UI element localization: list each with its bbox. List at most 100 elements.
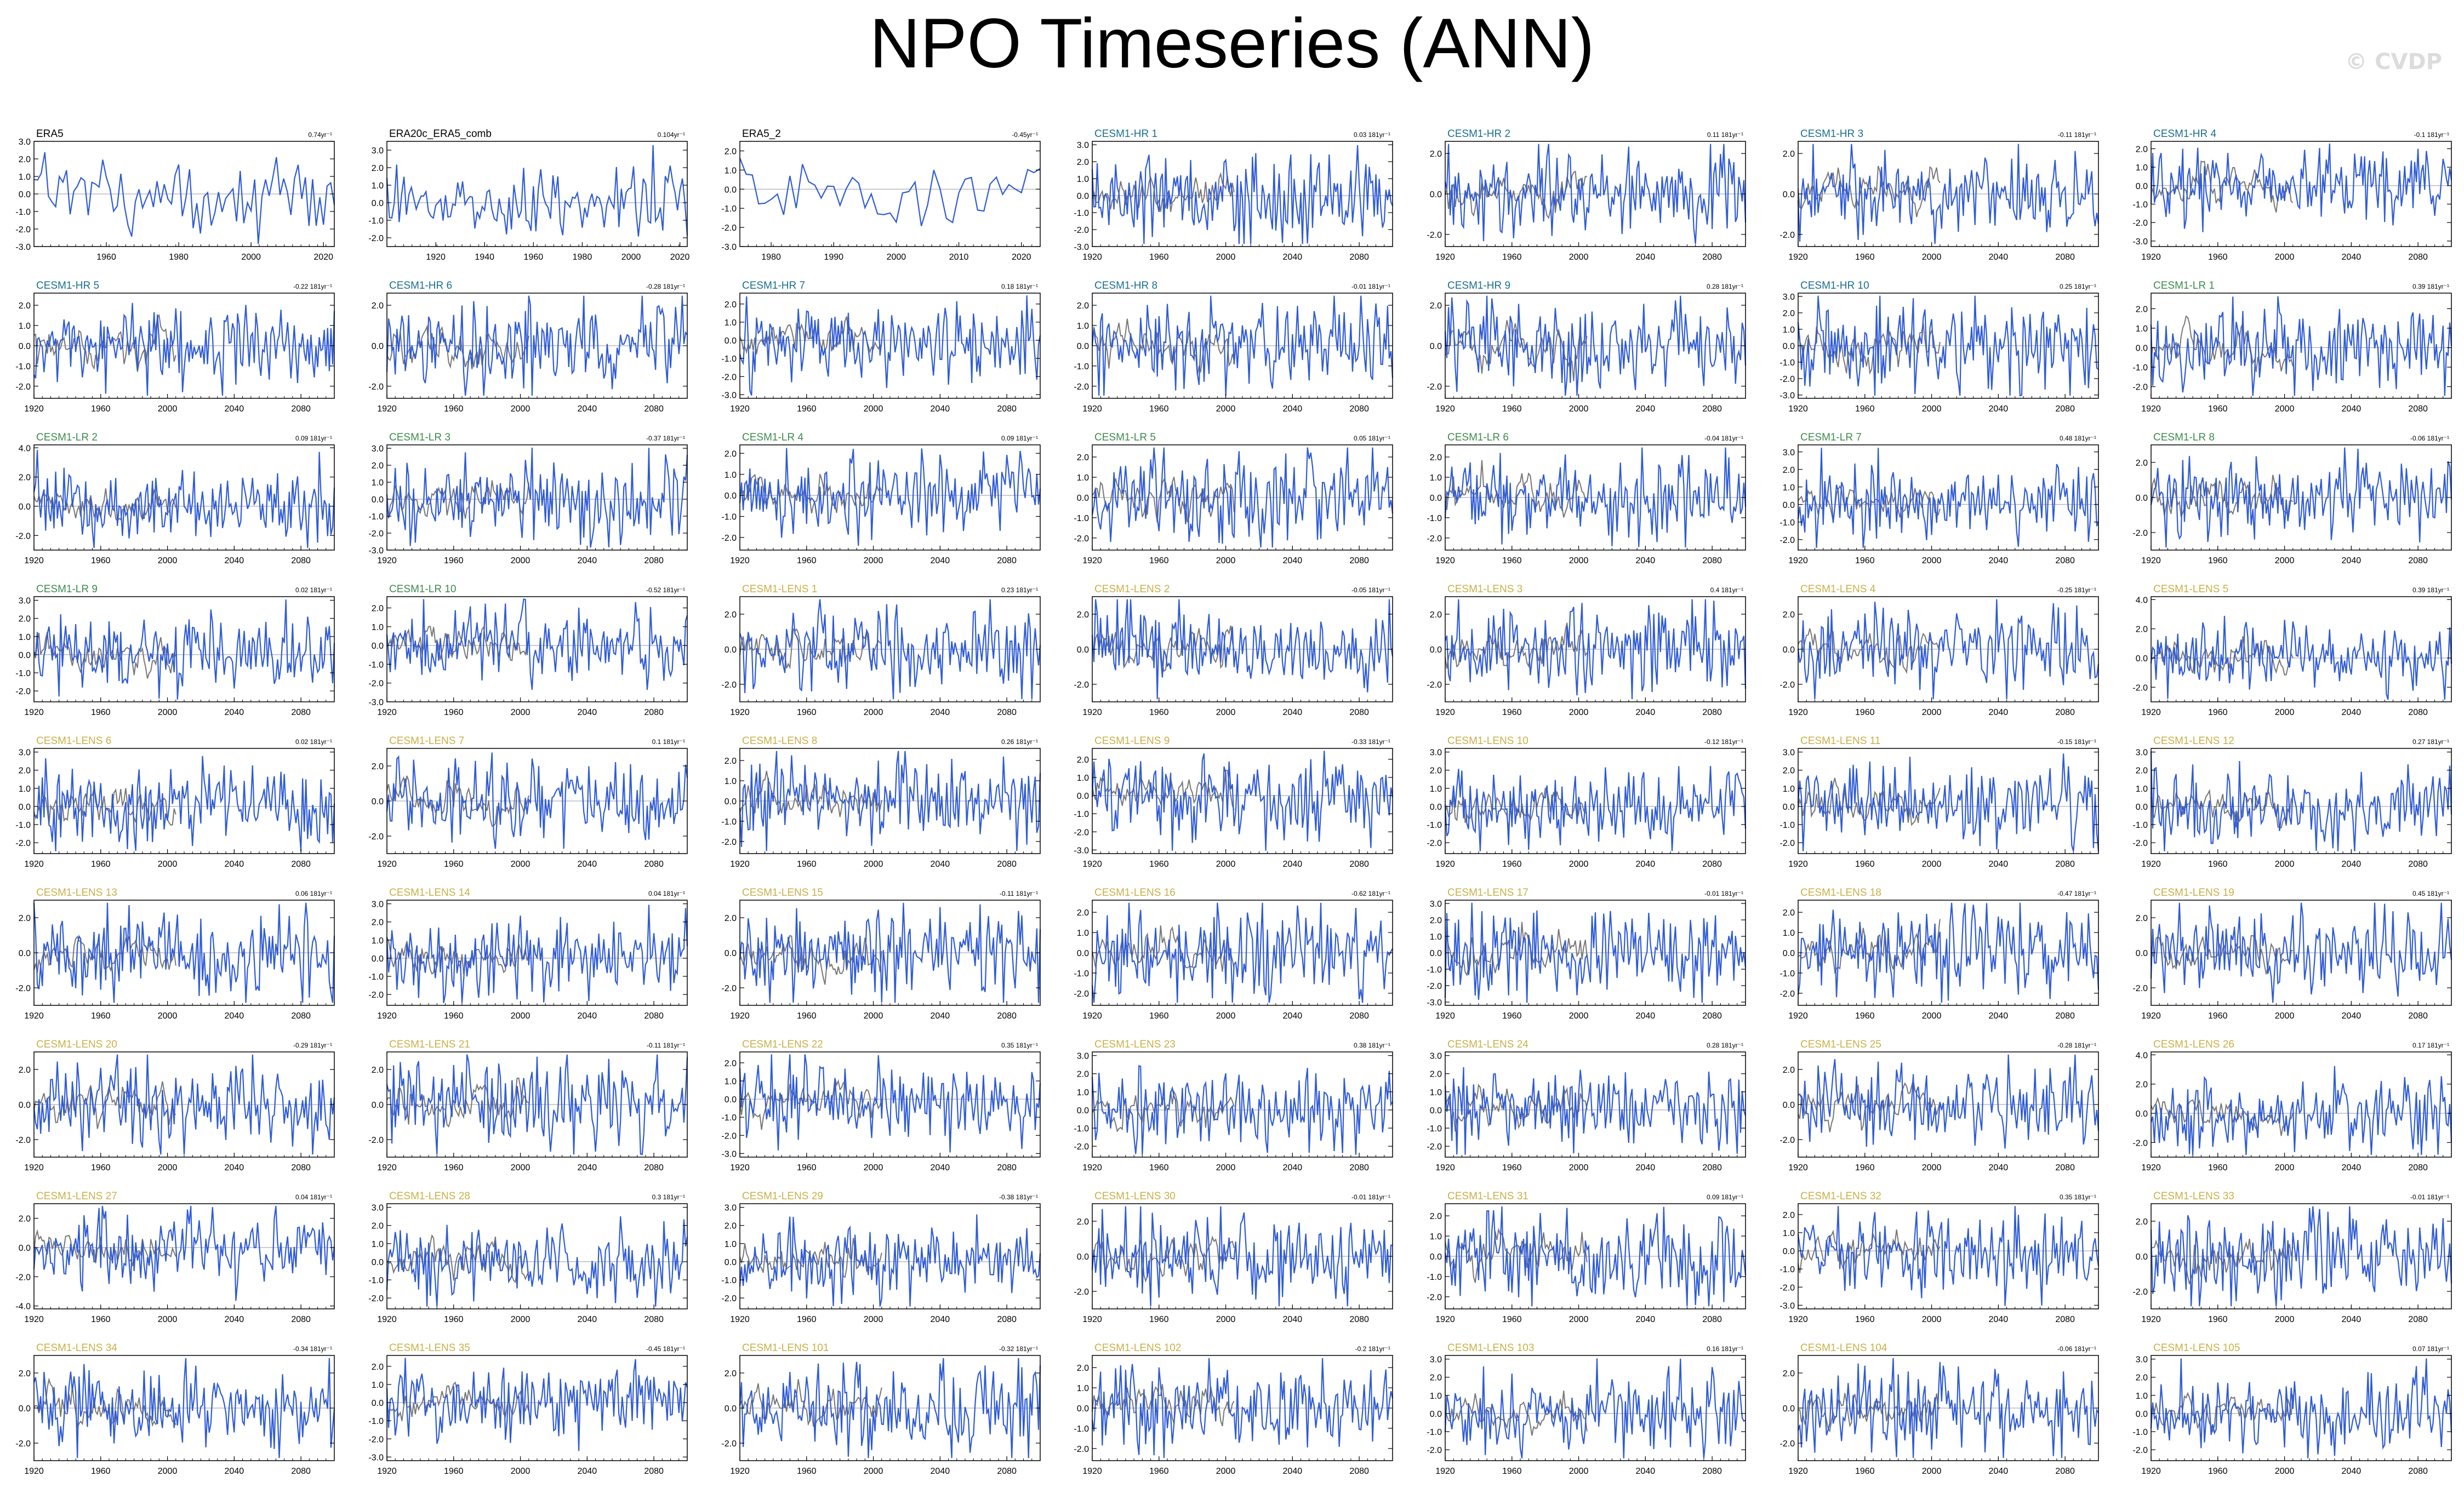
y-tick-label: -2.0 bbox=[1779, 680, 1795, 690]
x-tick-label: 1960 bbox=[1149, 860, 1169, 869]
x-tick-label: 2080 bbox=[997, 708, 1017, 717]
panel-title: CESM1-LENS 13 bbox=[36, 887, 117, 899]
x-tick-label: 2040 bbox=[1989, 1315, 2009, 1324]
x-tick-label: 2080 bbox=[2055, 404, 2075, 414]
y-tick-label: 2.0 bbox=[1077, 756, 1089, 765]
y-tick-label: 2.0 bbox=[2136, 625, 2148, 634]
panel-trend: -0.62 181yr⁻¹ bbox=[1351, 890, 1390, 897]
x-tick-label: 2080 bbox=[1702, 1315, 1722, 1324]
x-tick-label: 2040 bbox=[225, 860, 244, 869]
y-tick-label: 2.0 bbox=[372, 1222, 384, 1231]
panel-2: ERA20c_ERA5_comb 0.104yr⁻¹ 3.0 2.0 1.0 0.0 -1.… bbox=[368, 128, 689, 262]
x-tick-label: 1960 bbox=[1149, 253, 1169, 262]
panel-trend: 0.25 181yr⁻¹ bbox=[2060, 283, 2096, 290]
panel-title: CESM1-HR 4 bbox=[2153, 128, 2217, 140]
series-line bbox=[1444, 1206, 1747, 1307]
y-tick-label: 3.0 bbox=[1430, 748, 1442, 758]
x-tick-label: 2040 bbox=[931, 1467, 950, 1476]
y-tick-label: 0.0 bbox=[1077, 1404, 1089, 1414]
x-tick-label: 2000 bbox=[1922, 253, 1942, 262]
panel-trend: 0.02 181yr⁻¹ bbox=[295, 586, 332, 594]
y-tick-label: -2.0 bbox=[1427, 382, 1442, 392]
x-tick-label: 2080 bbox=[2408, 404, 2428, 414]
panel-trend: -0.06 181yr⁻¹ bbox=[2410, 434, 2449, 442]
x-tick-label: 1960 bbox=[444, 1467, 464, 1476]
y-tick-label: 3.0 bbox=[1077, 141, 1089, 150]
x-tick-label: 2080 bbox=[2055, 860, 2075, 869]
panel-title: CESM1-LENS 33 bbox=[2153, 1191, 2234, 1202]
series-line bbox=[1798, 1054, 2100, 1149]
x-tick-label: 2080 bbox=[291, 1467, 311, 1476]
x-tick-label: 2000 bbox=[1216, 1467, 1236, 1476]
x-tick-label: 2080 bbox=[2055, 253, 2075, 262]
panel-trend: 0.104yr⁻¹ bbox=[658, 131, 685, 139]
x-tick-label: 1920 bbox=[2141, 860, 2161, 869]
y-tick-label: -2.0 bbox=[2132, 383, 2148, 392]
y-tick-label: 0.0 bbox=[725, 185, 737, 194]
series-line bbox=[739, 448, 1041, 546]
y-tick-label: 2.0 bbox=[725, 300, 737, 310]
panel-title: CESM1-LENS 11 bbox=[1800, 735, 1880, 747]
x-tick-label: 1920 bbox=[377, 1467, 397, 1476]
y-tick-label: 2.0 bbox=[1430, 1212, 1442, 1221]
panel-57: CESM1-LENS 34 -0.34 181yr⁻¹ 2.0 0.0 -2.0 1920… bbox=[15, 1342, 335, 1476]
panel-trend: -0.25 181yr⁻¹ bbox=[2057, 586, 2096, 594]
panel-trend: 0.11 181yr⁻¹ bbox=[1707, 131, 1743, 139]
y-tick-label: -1.0 bbox=[1779, 821, 1795, 830]
panel-15: CESM1-LR 2 0.09 181yr⁻¹ 4.0 2.0 0.0 -2.0 1920 1… bbox=[15, 432, 335, 565]
y-tick-label: 3.0 bbox=[1783, 748, 1795, 758]
reference-series bbox=[1092, 477, 1235, 523]
x-tick-label: 2040 bbox=[2342, 860, 2362, 869]
y-tick-label: 3.0 bbox=[19, 597, 31, 606]
y-tick-label: 1.0 bbox=[725, 1240, 737, 1249]
x-tick-label: 2080 bbox=[291, 404, 311, 414]
y-tick-label: -1.0 bbox=[721, 1276, 737, 1285]
y-tick-label: -3.0 bbox=[368, 546, 384, 556]
y-tick-label: -1.0 bbox=[368, 660, 384, 670]
x-tick-label: 1960 bbox=[91, 556, 111, 565]
x-tick-label: 1980 bbox=[761, 253, 781, 262]
y-tick-label: -2.0 bbox=[1427, 1142, 1442, 1152]
y-tick-label: 2.0 bbox=[1077, 301, 1089, 311]
series-line bbox=[1091, 295, 1394, 396]
y-tick-label: -2.0 bbox=[368, 234, 384, 243]
x-tick-label: 2080 bbox=[644, 860, 664, 869]
x-tick-label: 2080 bbox=[997, 556, 1017, 565]
y-tick-label: 2.0 bbox=[1430, 610, 1442, 620]
x-tick-label: 2000 bbox=[2275, 1163, 2295, 1172]
y-tick-label: 0.0 bbox=[19, 803, 31, 812]
y-tick-label: 0.0 bbox=[372, 1101, 384, 1110]
series-line bbox=[386, 752, 688, 849]
panel-title: CESM1-LENS 31 bbox=[1447, 1191, 1528, 1202]
panel-trend: 0.39 181yr⁻¹ bbox=[2412, 283, 2449, 290]
x-tick-label: 2080 bbox=[1349, 1315, 1369, 1324]
y-tick-label: 2.0 bbox=[2136, 1374, 2148, 1383]
y-tick-label: -2.0 bbox=[1779, 375, 1795, 384]
y-tick-label: 0.0 bbox=[2136, 949, 2148, 958]
x-tick-label: 2080 bbox=[2055, 1163, 2075, 1172]
y-tick-label: -1.0 bbox=[2132, 821, 2148, 830]
y-tick-label: -2.0 bbox=[1427, 982, 1442, 991]
y-tick-label: 3.0 bbox=[2136, 748, 2148, 758]
series-line bbox=[2150, 143, 2452, 232]
y-tick-label: 1.0 bbox=[1783, 1229, 1795, 1238]
reference-series bbox=[739, 473, 882, 514]
y-tick-label: 3.0 bbox=[1783, 293, 1795, 302]
y-tick-label: -1.0 bbox=[15, 362, 31, 371]
x-tick-label: 1920 bbox=[1435, 556, 1455, 565]
panel-62: CESM1-LENS 104 -0.06 181yr⁻¹ 2.0 0.0 -2.0 192… bbox=[1779, 1342, 2099, 1476]
y-tick-label: -2.0 bbox=[1427, 534, 1442, 543]
x-tick-label: 2080 bbox=[1702, 860, 1722, 869]
panel-20: CESM1-LR 7 0.48 181yr⁻¹ 3.0 2.0 1.0 0.0 -1.0 -2… bbox=[1779, 432, 2100, 565]
x-tick-label: 2040 bbox=[931, 1163, 950, 1172]
y-tick-label: 1.0 bbox=[725, 166, 737, 175]
y-tick-label: -2.0 bbox=[1427, 1446, 1442, 1455]
series-line bbox=[386, 598, 688, 690]
panel-title: CESM1-LENS 25 bbox=[1800, 1039, 1881, 1050]
x-tick-label: 2000 bbox=[1922, 556, 1942, 565]
reference-series bbox=[1798, 777, 1941, 826]
y-tick-label: 2.0 bbox=[725, 449, 737, 459]
x-tick-label: 2040 bbox=[1283, 1315, 1303, 1324]
series-line bbox=[1091, 447, 1394, 548]
y-tick-label: 0.0 bbox=[1430, 1410, 1442, 1419]
